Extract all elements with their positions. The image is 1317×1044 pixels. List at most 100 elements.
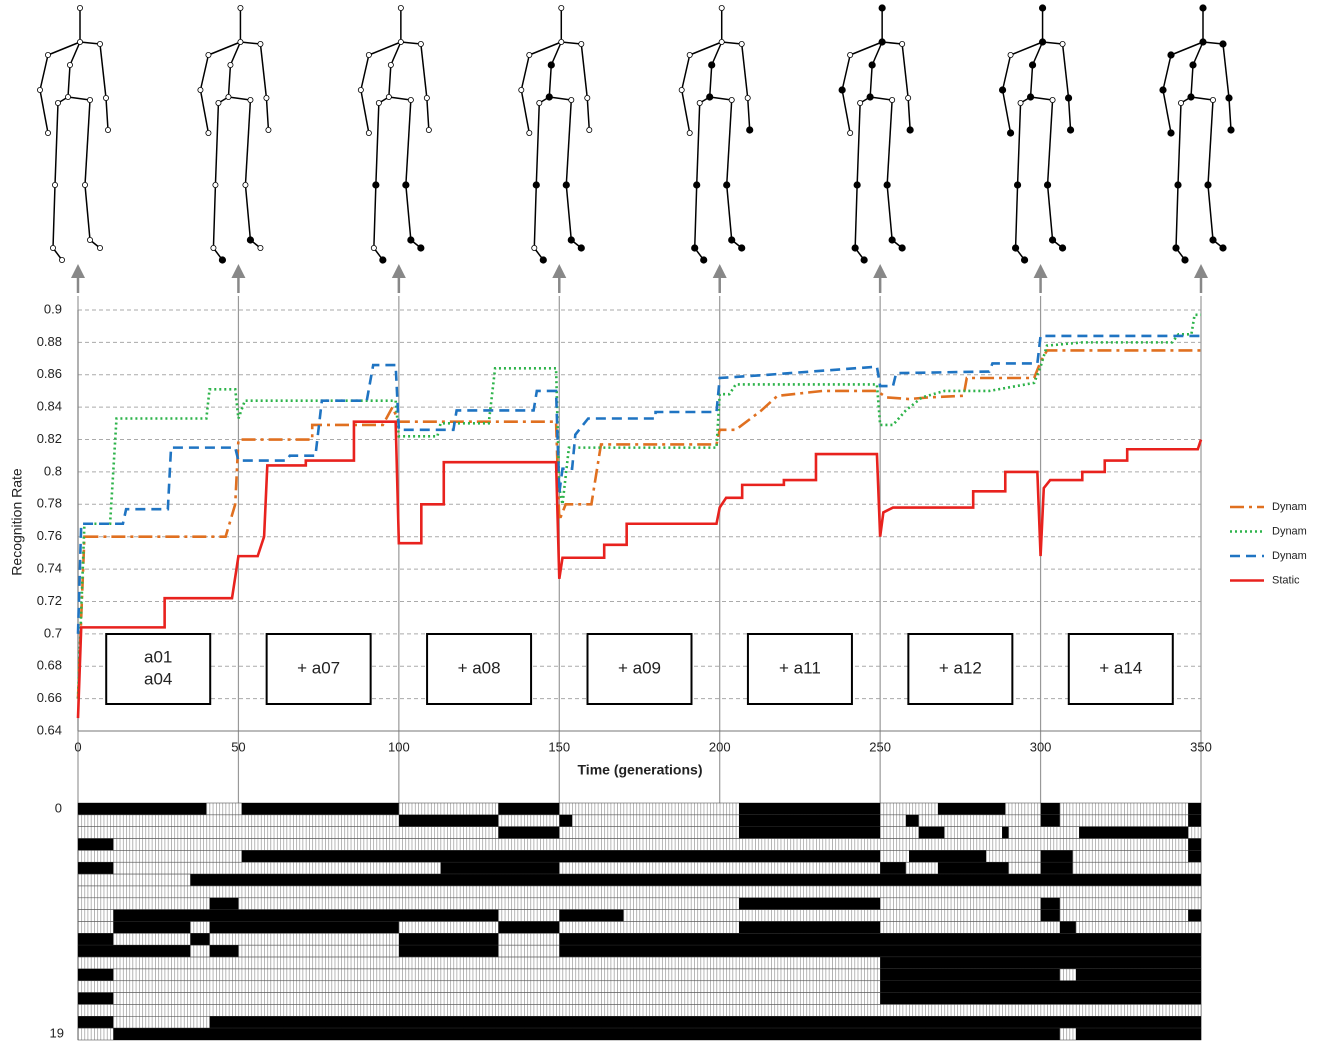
skeleton-joint bbox=[50, 245, 55, 250]
skeleton-joint bbox=[745, 95, 750, 100]
skeleton-bone bbox=[361, 90, 369, 133]
skeleton-joint bbox=[532, 245, 537, 250]
annotation-text: + a09 bbox=[618, 658, 661, 677]
matrix-on-run bbox=[399, 933, 498, 945]
skeleton-joint bbox=[568, 237, 574, 243]
matrix-on-run bbox=[78, 969, 113, 981]
skeleton-bone bbox=[682, 90, 690, 133]
skeleton-joint bbox=[879, 5, 885, 11]
skeleton-joint bbox=[388, 62, 393, 67]
skeleton-joint bbox=[1178, 100, 1183, 105]
skeleton-bone bbox=[200, 90, 208, 133]
skeleton-joint bbox=[45, 130, 50, 135]
skeleton-bone bbox=[1048, 185, 1053, 240]
skeleton-joint bbox=[559, 39, 564, 44]
matrix-on-run bbox=[498, 827, 559, 839]
skeleton-joint bbox=[418, 245, 424, 251]
skeleton-bone bbox=[902, 44, 908, 98]
matrix-on-run bbox=[909, 850, 986, 862]
skeleton-joint bbox=[258, 41, 263, 46]
skeleton-joint bbox=[697, 100, 702, 105]
skeleton-joint bbox=[1012, 245, 1018, 251]
skeleton-joint bbox=[1228, 127, 1234, 133]
matrix-on-run bbox=[906, 815, 919, 827]
skeleton-joint bbox=[77, 39, 82, 44]
skeleton-bone bbox=[240, 42, 260, 44]
matrix-on-run bbox=[210, 898, 239, 910]
skeleton-joint bbox=[729, 237, 735, 243]
matrix-row-label: 19 bbox=[50, 1026, 64, 1041]
skeleton-joint bbox=[408, 237, 414, 243]
skeleton-bone bbox=[406, 185, 411, 240]
annotation-text: + a12 bbox=[939, 658, 982, 677]
skeleton-bone bbox=[521, 55, 529, 90]
matrix-row bbox=[78, 815, 1201, 827]
matrix-on-run bbox=[880, 993, 1201, 1005]
matrix-on-run bbox=[1188, 815, 1201, 827]
matrix-on-run bbox=[1041, 898, 1060, 910]
skeleton-joint bbox=[371, 245, 376, 250]
y-tick-label: 0.88 bbox=[37, 334, 62, 349]
skeleton-joint bbox=[87, 97, 92, 102]
skeleton-bone bbox=[857, 103, 860, 185]
skeleton-bone bbox=[389, 65, 391, 97]
skeleton-bone bbox=[55, 103, 58, 185]
skeleton-joint bbox=[238, 5, 243, 10]
skeleton-joint bbox=[692, 245, 698, 251]
annotation-text: + a08 bbox=[458, 658, 501, 677]
matrix-on-run bbox=[78, 839, 113, 851]
matrix-on-run bbox=[210, 945, 239, 957]
matrix-on-run bbox=[78, 862, 113, 874]
skeleton-joint bbox=[52, 182, 57, 187]
skeleton-joint bbox=[1029, 62, 1035, 68]
skeleton-joint bbox=[1060, 41, 1065, 46]
skeleton-joint bbox=[687, 52, 692, 57]
series-line bbox=[78, 336, 1201, 634]
x-tick-label: 100 bbox=[388, 739, 410, 754]
x-tick-label: 300 bbox=[1030, 739, 1052, 754]
y-tick-label: 0.66 bbox=[37, 690, 62, 705]
skeleton-joint bbox=[424, 95, 429, 100]
skeleton-joint bbox=[999, 87, 1005, 93]
skeleton-joint bbox=[380, 257, 386, 263]
skeleton-joint bbox=[537, 100, 542, 105]
matrix-on-run bbox=[498, 922, 559, 934]
matrix-row bbox=[78, 862, 1201, 874]
skeleton-bone bbox=[260, 44, 266, 98]
skeleton-joint bbox=[546, 94, 552, 100]
skeleton-bone bbox=[40, 55, 48, 90]
matrix-on-run bbox=[1041, 862, 1073, 874]
skeleton-joint bbox=[37, 87, 42, 92]
skeleton-joint bbox=[563, 182, 569, 188]
skeleton-bone bbox=[1016, 185, 1018, 248]
skeleton-joint bbox=[376, 100, 381, 105]
skeleton-joint bbox=[97, 245, 102, 250]
skeleton-bone bbox=[842, 55, 850, 90]
skeleton-bone bbox=[421, 44, 427, 98]
skeleton-bone bbox=[1003, 55, 1011, 90]
skeleton-bone bbox=[695, 185, 697, 248]
skeleton-joint bbox=[701, 257, 707, 263]
skeleton-joint bbox=[1065, 95, 1071, 101]
matrix-row-label: 0 bbox=[55, 800, 62, 815]
skeleton-joint bbox=[848, 130, 853, 135]
matrix-on-run bbox=[880, 981, 1201, 993]
skeleton-joint bbox=[1190, 62, 1196, 68]
matrix-row bbox=[78, 1004, 1201, 1016]
skeleton-bone bbox=[100, 44, 106, 98]
skeleton-joint bbox=[65, 94, 70, 99]
arrow-head bbox=[231, 264, 245, 278]
matrix-on-run bbox=[190, 933, 209, 945]
skeleton-bone bbox=[228, 65, 230, 97]
skeleton-bone bbox=[561, 42, 581, 44]
matrix-on-run bbox=[113, 1028, 1060, 1040]
skeleton-joint bbox=[238, 39, 243, 44]
skeleton-joint bbox=[97, 41, 102, 46]
matrix-row bbox=[78, 839, 1201, 851]
skeleton-joint bbox=[694, 182, 700, 188]
y-tick-label: 0.9 bbox=[44, 301, 62, 316]
skeleton-joint bbox=[403, 182, 409, 188]
matrix-on-run bbox=[1041, 803, 1060, 815]
matrix-on-run bbox=[1041, 815, 1060, 827]
skeleton-joint bbox=[426, 127, 431, 132]
